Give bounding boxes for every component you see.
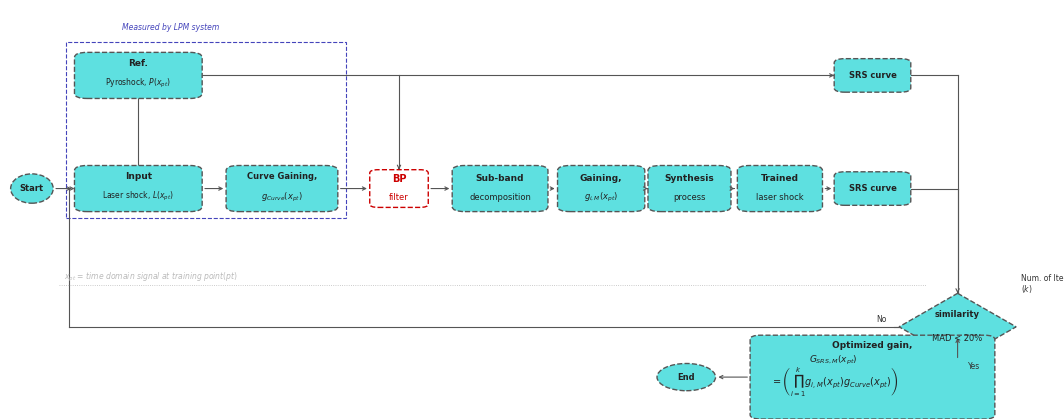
Text: Trained: Trained: [761, 173, 799, 183]
Text: Num. of Iteration,: Num. of Iteration,: [1021, 274, 1064, 283]
FancyBboxPatch shape: [74, 166, 202, 212]
Text: Sub-band: Sub-band: [476, 173, 525, 183]
Ellipse shape: [656, 363, 715, 391]
Text: laser shock: laser shock: [757, 193, 803, 202]
Text: Input: Input: [124, 172, 152, 181]
Text: decomposition: decomposition: [469, 193, 531, 202]
Text: Laser shock, $L(x_{pt})$: Laser shock, $L(x_{pt})$: [102, 190, 174, 204]
Text: SRS curve: SRS curve: [849, 184, 896, 193]
Text: Optimized gain,: Optimized gain,: [832, 341, 913, 350]
Text: No: No: [876, 315, 886, 324]
Text: $x_{pt}$ = time domain signal at training point$(pt)$: $x_{pt}$ = time domain signal at trainin…: [64, 271, 237, 284]
Bar: [66, 42, 347, 218]
Text: $(k)$: $(k)$: [1021, 283, 1033, 295]
Polygon shape: [899, 293, 1016, 360]
Text: Synthesis: Synthesis: [665, 173, 714, 183]
Text: Measured by LPM system: Measured by LPM system: [122, 23, 219, 32]
FancyBboxPatch shape: [452, 166, 548, 212]
Text: BP: BP: [392, 174, 406, 184]
FancyBboxPatch shape: [648, 166, 731, 212]
Text: similarity: similarity: [935, 310, 980, 319]
FancyBboxPatch shape: [558, 166, 645, 212]
Text: Pyroshock, $P(x_{pt})$: Pyroshock, $P(x_{pt})$: [105, 77, 171, 91]
Text: Ref.: Ref.: [129, 59, 148, 68]
FancyBboxPatch shape: [737, 166, 822, 212]
Text: End: End: [678, 372, 695, 382]
FancyBboxPatch shape: [74, 52, 202, 98]
FancyBboxPatch shape: [750, 335, 995, 419]
Text: $= \left(\prod_{i=1}^{k} g_{i,M}(x_{pt}) g_{Curve}(x_{pt})\right)$: $= \left(\prod_{i=1}^{k} g_{i,M}(x_{pt})…: [771, 365, 899, 398]
Text: process: process: [674, 193, 705, 202]
Text: Yes: Yes: [968, 362, 981, 371]
Text: filter: filter: [389, 193, 409, 202]
Text: $g_{i,M}(x_{pt})$: $g_{i,M}(x_{pt})$: [584, 191, 618, 204]
Text: Gaining,: Gaining,: [580, 173, 622, 183]
Text: $G_{SRS,M}(x_{pt})$: $G_{SRS,M}(x_{pt})$: [809, 354, 858, 367]
FancyBboxPatch shape: [834, 172, 911, 205]
FancyBboxPatch shape: [369, 170, 428, 207]
Text: Start: Start: [20, 184, 44, 193]
FancyBboxPatch shape: [227, 166, 337, 212]
Ellipse shape: [11, 174, 53, 203]
Text: $g_{Curve}(x_{pt})$: $g_{Curve}(x_{pt})$: [261, 191, 303, 204]
Text: MAD < 20%: MAD < 20%: [932, 334, 983, 343]
Text: SRS curve: SRS curve: [849, 71, 896, 80]
FancyBboxPatch shape: [834, 59, 911, 92]
Text: Curve Gaining,: Curve Gaining,: [247, 172, 317, 181]
